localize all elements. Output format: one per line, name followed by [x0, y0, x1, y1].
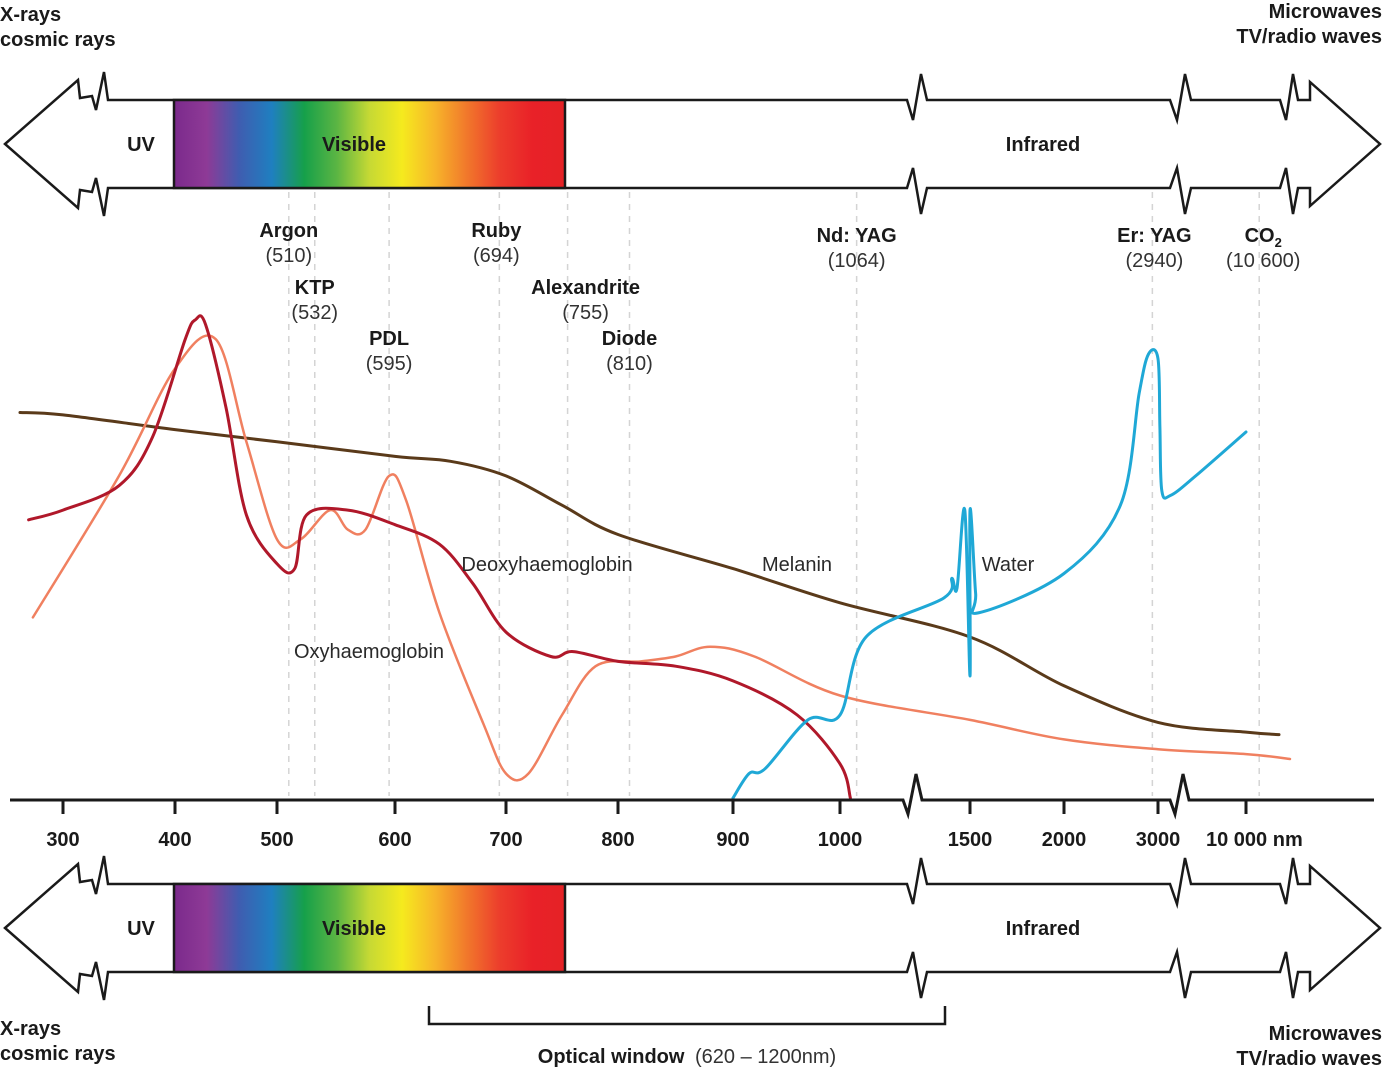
x-tick-label: 1000 — [818, 829, 863, 851]
laser-guide-lines — [288, 192, 1260, 796]
laser-name: Argon — [259, 220, 318, 242]
laser-wavelength: (532) — [291, 302, 338, 324]
deoxyhaemoglobin-label: Deoxyhaemoglobin — [461, 554, 632, 576]
water-curve — [731, 348, 1248, 800]
x-tick-label: 3000 — [1136, 829, 1181, 851]
optical-window-label: Optical window — [538, 1046, 685, 1068]
x-tick-label: 10 000 nm — [1206, 829, 1303, 851]
x-tick-label: 400 — [158, 829, 191, 851]
optical-window: Optical window (620 – 1200nm) — [427, 1006, 947, 1068]
oxyhaemoglobin-curve — [31, 334, 1292, 782]
absorption-curves — [18, 314, 1292, 800]
x-axis-line — [10, 773, 1374, 820]
x-rays-label: X-rays — [0, 1018, 62, 1040]
deoxyhaemoglobin-curve — [27, 314, 852, 800]
laser-name: PDL — [369, 328, 409, 350]
microwaves-label: Microwaves — [1268, 1, 1382, 23]
visible-spectrum-band — [172, 882, 567, 974]
laser-name: Er: YAG — [1117, 225, 1191, 247]
laser-name-subscript: 2 — [1275, 235, 1282, 250]
spectrum-bar-top: UV Visible Infrared — [3, 71, 1382, 217]
x-axis: 300 400 500 600 700 800 900 1000 1500 2000 3000 10 … — [10, 773, 1374, 851]
laser-name: Alexandrite — [531, 277, 640, 299]
visible-region-label: Visible — [322, 134, 386, 156]
laser-name: Nd: YAG — [817, 225, 897, 247]
uv-region-label: UV — [127, 918, 155, 940]
curve-labels: Melanin Deoxyhaemoglobin Oxyhaemoglobin Wat… — [294, 554, 1035, 663]
melanin-curve — [18, 411, 1281, 737]
laser-wavelength: (755) — [562, 302, 609, 324]
x-tick-label: 300 — [46, 829, 79, 851]
laser-name: KTP — [295, 277, 335, 299]
water-label: Water — [982, 554, 1035, 576]
cosmic-rays-label: cosmic rays — [0, 29, 116, 51]
laser-wavelength: (694) — [473, 245, 520, 267]
bottom-left-label: X-rays cosmic rays — [0, 1017, 116, 1067]
x-rays-label: X-rays — [0, 4, 62, 26]
top-left-label: X-rays cosmic rays — [0, 3, 116, 53]
oxyhaemoglobin-label: Oxyhaemoglobin — [294, 641, 444, 663]
tv-radio-waves-label: TV/radio waves — [1236, 26, 1382, 48]
infrared-region-label: Infrared — [1006, 134, 1080, 156]
infrared-region-label: Infrared — [1006, 918, 1080, 940]
optical-window-range: (620 – 1200nm) — [695, 1046, 836, 1068]
x-tick-label: 900 — [716, 829, 749, 851]
svg-text:Optical window (620 – 12: Optical window (620 – 1200nm) — [538, 1046, 836, 1068]
laser-wavelength: (2940) — [1125, 250, 1183, 272]
laser-wavelength: (595) — [366, 353, 413, 375]
uv-region-label: UV — [127, 134, 155, 156]
x-tick-label: 2000 — [1042, 829, 1087, 851]
top-right-label: Microwaves TV/radio waves — [1236, 0, 1382, 50]
cosmic-rays-label: cosmic rays — [0, 1043, 116, 1065]
x-tick-label: 700 — [489, 829, 522, 851]
optical-window-bracket — [427, 1006, 947, 1026]
laser-wavelength: (810) — [606, 353, 653, 375]
x-tick-label: 1500 — [948, 829, 993, 851]
laser-name: Diode — [602, 328, 658, 350]
laser-name: Ruby — [471, 220, 522, 242]
x-tick-label: 500 — [260, 829, 293, 851]
laser-wavelength: (1064) — [828, 250, 886, 272]
x-tick-label: 600 — [378, 829, 411, 851]
microwaves-label: Microwaves — [1268, 1023, 1382, 1045]
visible-region-label: Visible — [322, 918, 386, 940]
x-tick-label: 800 — [601, 829, 634, 851]
melanin-label: Melanin — [762, 554, 832, 576]
tv-radio-waves-label: TV/radio waves — [1236, 1048, 1382, 1070]
bottom-right-label: Microwaves TV/radio waves — [1236, 1022, 1382, 1072]
spectrum-bar-bottom: UV Visible Infrared — [3, 855, 1382, 1001]
visible-spectrum-band — [172, 98, 567, 190]
laser-wavelength: (10 600) — [1226, 250, 1301, 272]
laser-wavelength: (510) — [265, 245, 312, 267]
laser-name: CO2 — [1245, 225, 1282, 250]
laser-labels: Argon (510) KTP (532) PDL (595) Ruby (694) Alexa… — [259, 220, 1300, 375]
